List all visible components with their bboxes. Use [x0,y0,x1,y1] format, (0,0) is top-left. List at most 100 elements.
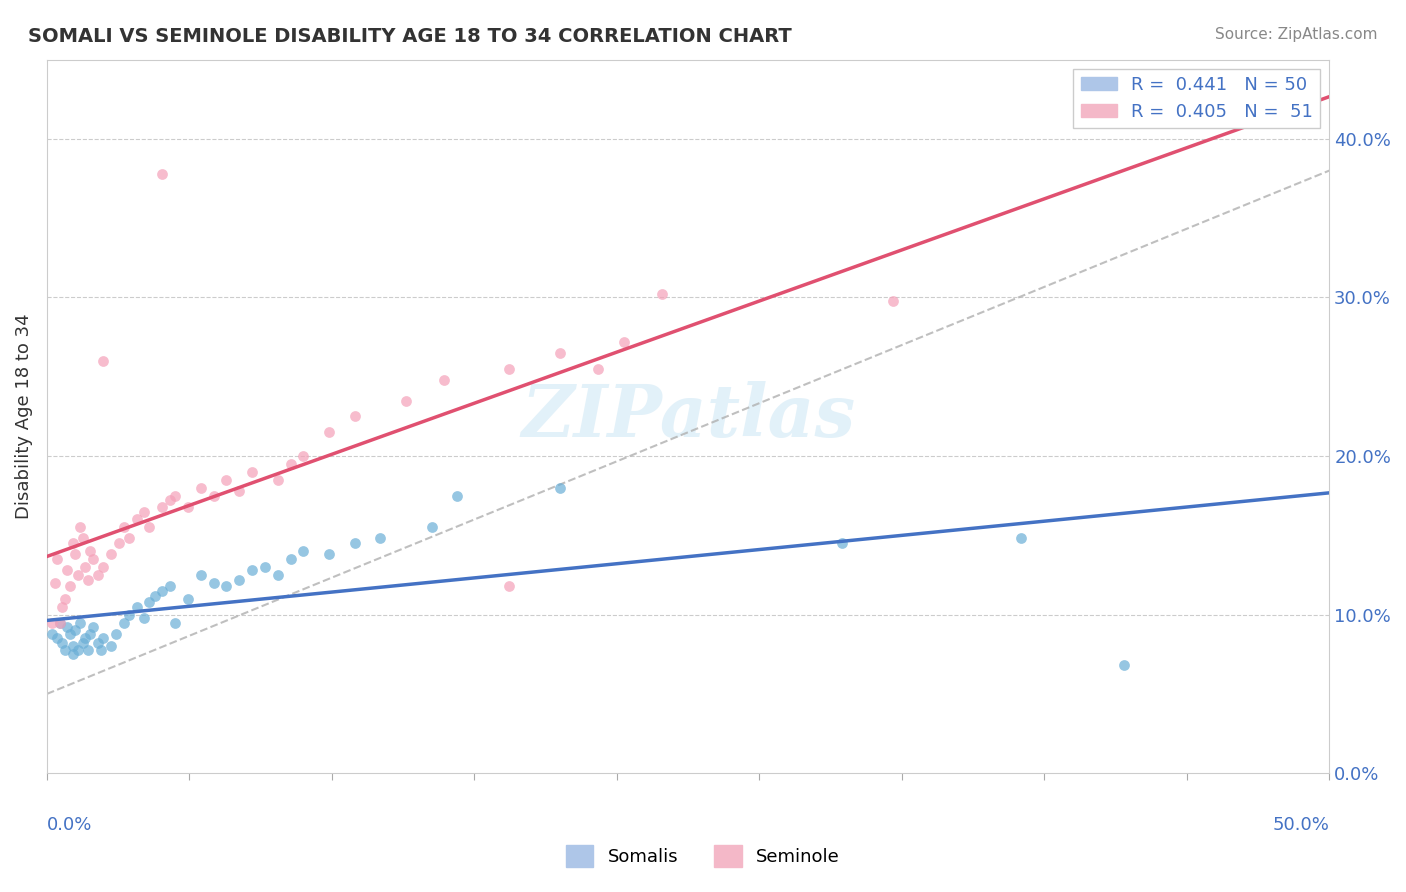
Point [267,473,290,487]
Point [882,293,904,308]
Point [87,568,110,582]
Point [107,536,129,550]
Point [75,560,97,574]
Point [53,642,76,657]
Point [831,536,853,550]
Point [420,520,443,534]
Point [69,520,91,534]
Point [91,560,114,574]
Point [159,493,181,508]
Point [498,579,520,593]
Point [112,615,135,630]
Point [190,568,212,582]
Point [59,579,82,593]
Point [100,547,122,561]
Point [59,626,82,640]
Point [343,409,366,424]
Legend: R =  0.441   N = 50, R =  0.405   N =  51: R = 0.441 N = 50, R = 0.405 N = 51 [1073,69,1320,128]
Point [395,393,418,408]
Point [75,632,97,646]
Point [112,520,135,534]
Point [62,647,84,661]
Point [125,512,148,526]
Point [292,449,315,463]
Point [240,465,263,479]
Text: 50.0%: 50.0% [1272,816,1329,834]
Point [48,615,70,630]
Point [280,552,302,566]
Point [118,532,141,546]
Point [165,615,187,630]
Point [125,599,148,614]
Point [62,536,84,550]
Point [1011,532,1033,546]
Point [159,579,181,593]
Point [56,563,79,577]
Point [82,552,104,566]
Point [498,361,520,376]
Point [41,626,63,640]
Point [318,425,340,440]
Point [100,640,122,654]
Point [134,504,156,518]
Point [267,568,290,582]
Point [51,599,73,614]
Point [548,481,571,495]
Point [588,361,610,376]
Point [56,620,79,634]
Point [228,573,250,587]
Point [280,457,302,471]
Point [446,489,468,503]
Point [177,500,200,514]
Text: ZIPatlas: ZIPatlas [522,381,855,452]
Text: Source: ZipAtlas.com: Source: ZipAtlas.com [1215,27,1378,42]
Point [318,547,340,561]
Point [91,354,114,368]
Point [41,615,63,630]
Legend: Somalis, Seminole: Somalis, Seminole [560,838,846,874]
Point [91,632,114,646]
Point [253,560,276,574]
Point [215,579,238,593]
Point [177,591,200,606]
Point [72,636,94,650]
Point [77,642,100,657]
Point [87,636,110,650]
Point [72,532,94,546]
Point [51,636,73,650]
Point [651,287,673,301]
Point [62,640,84,654]
Point [82,620,104,634]
Point [44,575,66,590]
Point [69,615,91,630]
Point [66,568,89,582]
Point [202,489,225,503]
Point [368,532,391,546]
Text: 0.0%: 0.0% [46,816,93,834]
Point [46,632,69,646]
Point [48,615,70,630]
Point [63,624,86,638]
Point [613,334,636,349]
Point [90,642,112,657]
Point [433,373,456,387]
Point [190,481,212,495]
Point [292,544,315,558]
Point [134,611,156,625]
Point [53,591,76,606]
Point [150,167,173,181]
Point [105,626,128,640]
Point [548,346,571,360]
Point [150,500,173,514]
Point [228,483,250,498]
Text: SOMALI VS SEMINOLE DISABILITY AGE 18 TO 34 CORRELATION CHART: SOMALI VS SEMINOLE DISABILITY AGE 18 TO … [28,27,792,45]
Point [66,642,89,657]
Point [343,536,366,550]
Point [143,589,166,603]
Point [77,573,100,587]
Y-axis label: Disability Age 18 to 34: Disability Age 18 to 34 [15,314,32,519]
Point [118,607,141,622]
Point [138,595,160,609]
Point [202,575,225,590]
Point [165,489,187,503]
